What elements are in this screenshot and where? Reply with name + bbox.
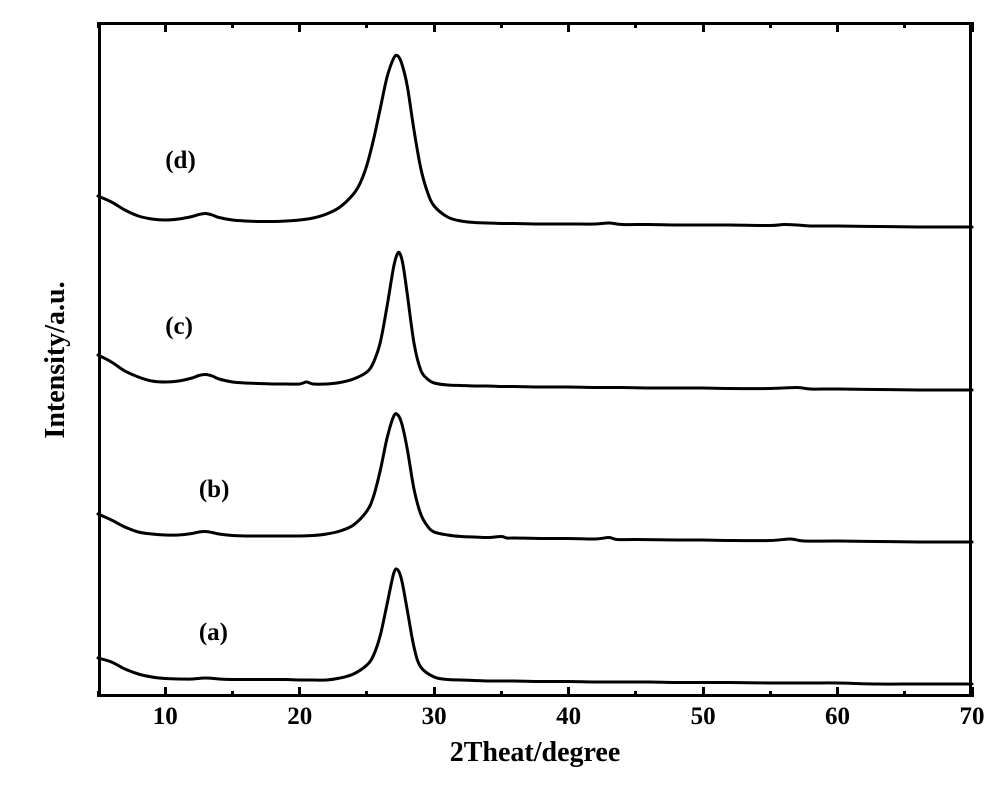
- x-tick-top: [365, 22, 368, 28]
- x-tick-top: [231, 22, 234, 28]
- x-tick-top: [164, 22, 167, 32]
- x-tick: [567, 687, 570, 697]
- x-tick-top: [500, 22, 503, 28]
- x-tick-label: 30: [422, 703, 447, 731]
- x-tick: [164, 687, 167, 697]
- x-tick-label: 50: [691, 703, 716, 731]
- x-tick-top: [634, 22, 637, 28]
- x-tick: [971, 687, 974, 697]
- x-tick-label: 40: [556, 703, 581, 731]
- x-tick-label: 20: [287, 703, 312, 731]
- x-tick: [433, 687, 436, 697]
- x-tick-top: [702, 22, 705, 32]
- series-d: [98, 55, 972, 227]
- x-tick-label: 60: [825, 703, 850, 731]
- x-tick-top: [433, 22, 436, 32]
- x-tick: [231, 691, 234, 697]
- x-tick-top: [903, 22, 906, 28]
- series-c: [98, 252, 972, 390]
- x-tick-label: 10: [153, 703, 178, 731]
- x-tick: [836, 687, 839, 697]
- x-tick-top: [971, 22, 974, 32]
- series-a: [98, 569, 972, 684]
- x-tick: [769, 691, 772, 697]
- series-label: (a): [199, 619, 228, 647]
- series-label: (b): [199, 476, 230, 504]
- series-label: (d): [165, 147, 196, 175]
- x-tick: [365, 691, 368, 697]
- x-tick-top: [97, 22, 100, 28]
- x-tick-top: [836, 22, 839, 32]
- xrd-chart: Intensity/a.u. 2Theat/degree 10 20 30 40 50 6…: [0, 0, 1000, 789]
- x-tick-top: [769, 22, 772, 28]
- x-tick-label: 70: [960, 703, 985, 731]
- x-tick: [634, 691, 637, 697]
- plot-svg: [0, 0, 1000, 789]
- x-tick-top: [567, 22, 570, 32]
- x-tick: [97, 691, 100, 697]
- y-axis-title: Intensity/a.u.: [40, 281, 72, 438]
- x-tick: [903, 691, 906, 697]
- x-tick: [298, 687, 301, 697]
- x-tick-top: [298, 22, 301, 32]
- x-tick: [500, 691, 503, 697]
- x-axis-title: 2Theat/degree: [450, 737, 621, 769]
- x-tick: [702, 687, 705, 697]
- series-label: (c): [165, 313, 193, 341]
